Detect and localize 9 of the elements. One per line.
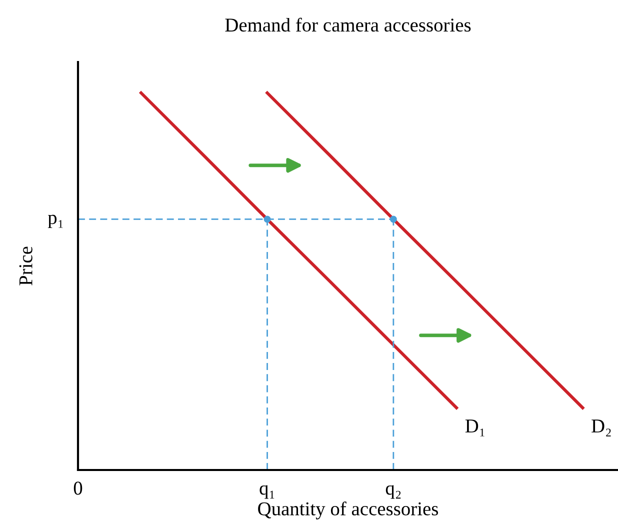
text: p₁ (48, 214, 63, 228)
x-axis-title: Quantity of accessories (258, 502, 438, 520)
series-label: D₂ (592, 420, 611, 436)
y-axis-title: Price (19, 246, 32, 286)
series-label: D₁ (465, 420, 484, 436)
x-tick-label: q₁ (260, 485, 274, 499)
chart-title: Demand for camera accessories (225, 18, 471, 32)
x-tick-label: q₂ (386, 485, 401, 499)
x-tick-label: 0 (74, 482, 82, 495)
